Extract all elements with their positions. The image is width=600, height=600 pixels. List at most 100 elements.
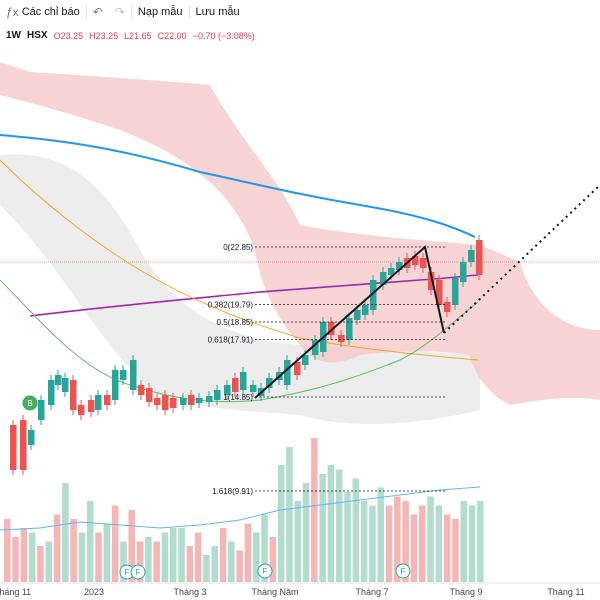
- candle-body: [250, 385, 257, 392]
- volume-bar: [427, 496, 434, 582]
- bollinger-band: [0, 154, 480, 425]
- volume-bar: [477, 501, 484, 582]
- volume-bar: [228, 541, 235, 582]
- candle-body: [396, 262, 403, 270]
- x-axis-label: Tháng 3: [173, 587, 206, 597]
- candle-body: [232, 378, 239, 392]
- candle-body: [214, 390, 221, 400]
- volume-bar: [253, 532, 260, 582]
- trend-line: [254, 245, 445, 399]
- candle-body: [380, 272, 387, 285]
- fib-level-label: 1(14.85): [223, 393, 253, 402]
- volume-bar: [186, 546, 194, 582]
- volume-bar: [261, 514, 268, 582]
- volume-bar: [12, 537, 19, 582]
- low-value: L21.65: [124, 30, 152, 41]
- candle-body: [362, 305, 369, 315]
- volume-bar: [394, 496, 401, 582]
- toolbar: ƒx Các chỉ báo ↶ ↷ Nạp mẫu Lưu mẫu: [0, 0, 600, 24]
- volume-bar: [402, 501, 409, 582]
- volume-bar: [128, 510, 135, 582]
- indicators-icon: ƒx: [6, 5, 19, 19]
- toolbar-divider: [85, 5, 87, 19]
- candle-body: [428, 272, 435, 290]
- volume-bar: [95, 532, 102, 582]
- interval-label[interactable]: 1W: [6, 30, 21, 41]
- candle-body: [70, 380, 77, 410]
- open-value: O23.25: [53, 30, 84, 41]
- candle-body: [112, 370, 119, 400]
- volume-bar: [352, 478, 360, 582]
- change-value: −0.70 (−3.08%): [192, 30, 255, 41]
- x-axis-label: Tháng 7: [355, 587, 388, 597]
- candle-body: [154, 398, 161, 405]
- volume-bar: [468, 505, 476, 582]
- candle-body: [444, 302, 451, 312]
- candle-body: [436, 280, 443, 305]
- candle-body: [284, 360, 291, 385]
- candle-body: [354, 310, 361, 320]
- undo-icon: ↶: [92, 5, 103, 19]
- volume-bar: [70, 519, 77, 582]
- undo-button[interactable]: ↶: [87, 0, 109, 24]
- volume-bar: [419, 505, 426, 582]
- fib-level-label: 0(22.85): [223, 243, 253, 252]
- candle-body: [146, 388, 153, 402]
- volume-bar: [294, 501, 301, 582]
- save-template-label: Lưu mẫu: [195, 6, 240, 18]
- candle-body: [346, 318, 353, 340]
- candle-body: [95, 395, 102, 410]
- x-axis-label: Tháng 9: [449, 587, 482, 597]
- redo-button[interactable]: ↷: [109, 0, 131, 24]
- candle-body: [224, 385, 231, 395]
- candle-body: [240, 372, 247, 390]
- load-template-button[interactable]: Nạp mẫu: [132, 0, 189, 24]
- volume-bar: [302, 483, 310, 582]
- volume-bar: [369, 505, 376, 582]
- ichimoku-cloud: [0, 62, 600, 405]
- volume-bar: [62, 483, 69, 582]
- volume-bar: [136, 541, 144, 582]
- volume-bar: [460, 501, 467, 582]
- volume-bar: [4, 519, 11, 582]
- volume-bar: [120, 541, 127, 582]
- volume-bar: [377, 487, 384, 582]
- volume-bar: [194, 532, 202, 582]
- fib-level-label: 1.618(9.91): [212, 487, 253, 496]
- candle-body: [38, 400, 45, 420]
- candle-body: [328, 322, 335, 335]
- volume-bar: [385, 505, 393, 582]
- candle-body: [162, 395, 169, 410]
- ma-green-line: [0, 279, 479, 403]
- volume-bar: [435, 505, 443, 582]
- candle-body: [170, 398, 177, 408]
- candle-body: [196, 398, 203, 403]
- candle-body: [55, 375, 62, 385]
- candle-body: [180, 398, 187, 405]
- candle-body: [20, 420, 27, 470]
- volume-bar: [20, 528, 28, 582]
- candle-body: [468, 250, 475, 262]
- volume-bar: [111, 505, 119, 582]
- indicators-button[interactable]: ƒx Các chỉ báo: [0, 0, 86, 24]
- save-template-button[interactable]: Lưu mẫu: [190, 0, 246, 24]
- candle-body: [138, 385, 145, 395]
- close-value: C22.00: [157, 30, 187, 41]
- candle-body: [48, 380, 55, 405]
- volume-bar: [161, 532, 169, 582]
- volume-bar: [452, 519, 459, 582]
- x-axis-label: Tháng 11: [547, 587, 584, 597]
- volume-bar: [219, 528, 227, 582]
- candle-body: [120, 370, 127, 380]
- buy-marker: [22, 395, 38, 411]
- fib-level-label: 0.618(17.91): [208, 336, 254, 345]
- candle-body: [338, 335, 345, 342]
- x-axis-label: 2023: [84, 587, 104, 597]
- volume-bar: [336, 469, 343, 582]
- toolbar-divider: [188, 5, 190, 19]
- fib-level-label: 0.382(19.79): [208, 300, 254, 309]
- toolbar-divider: [130, 5, 132, 19]
- volume-bar: [145, 537, 152, 582]
- candle-body: [104, 395, 111, 405]
